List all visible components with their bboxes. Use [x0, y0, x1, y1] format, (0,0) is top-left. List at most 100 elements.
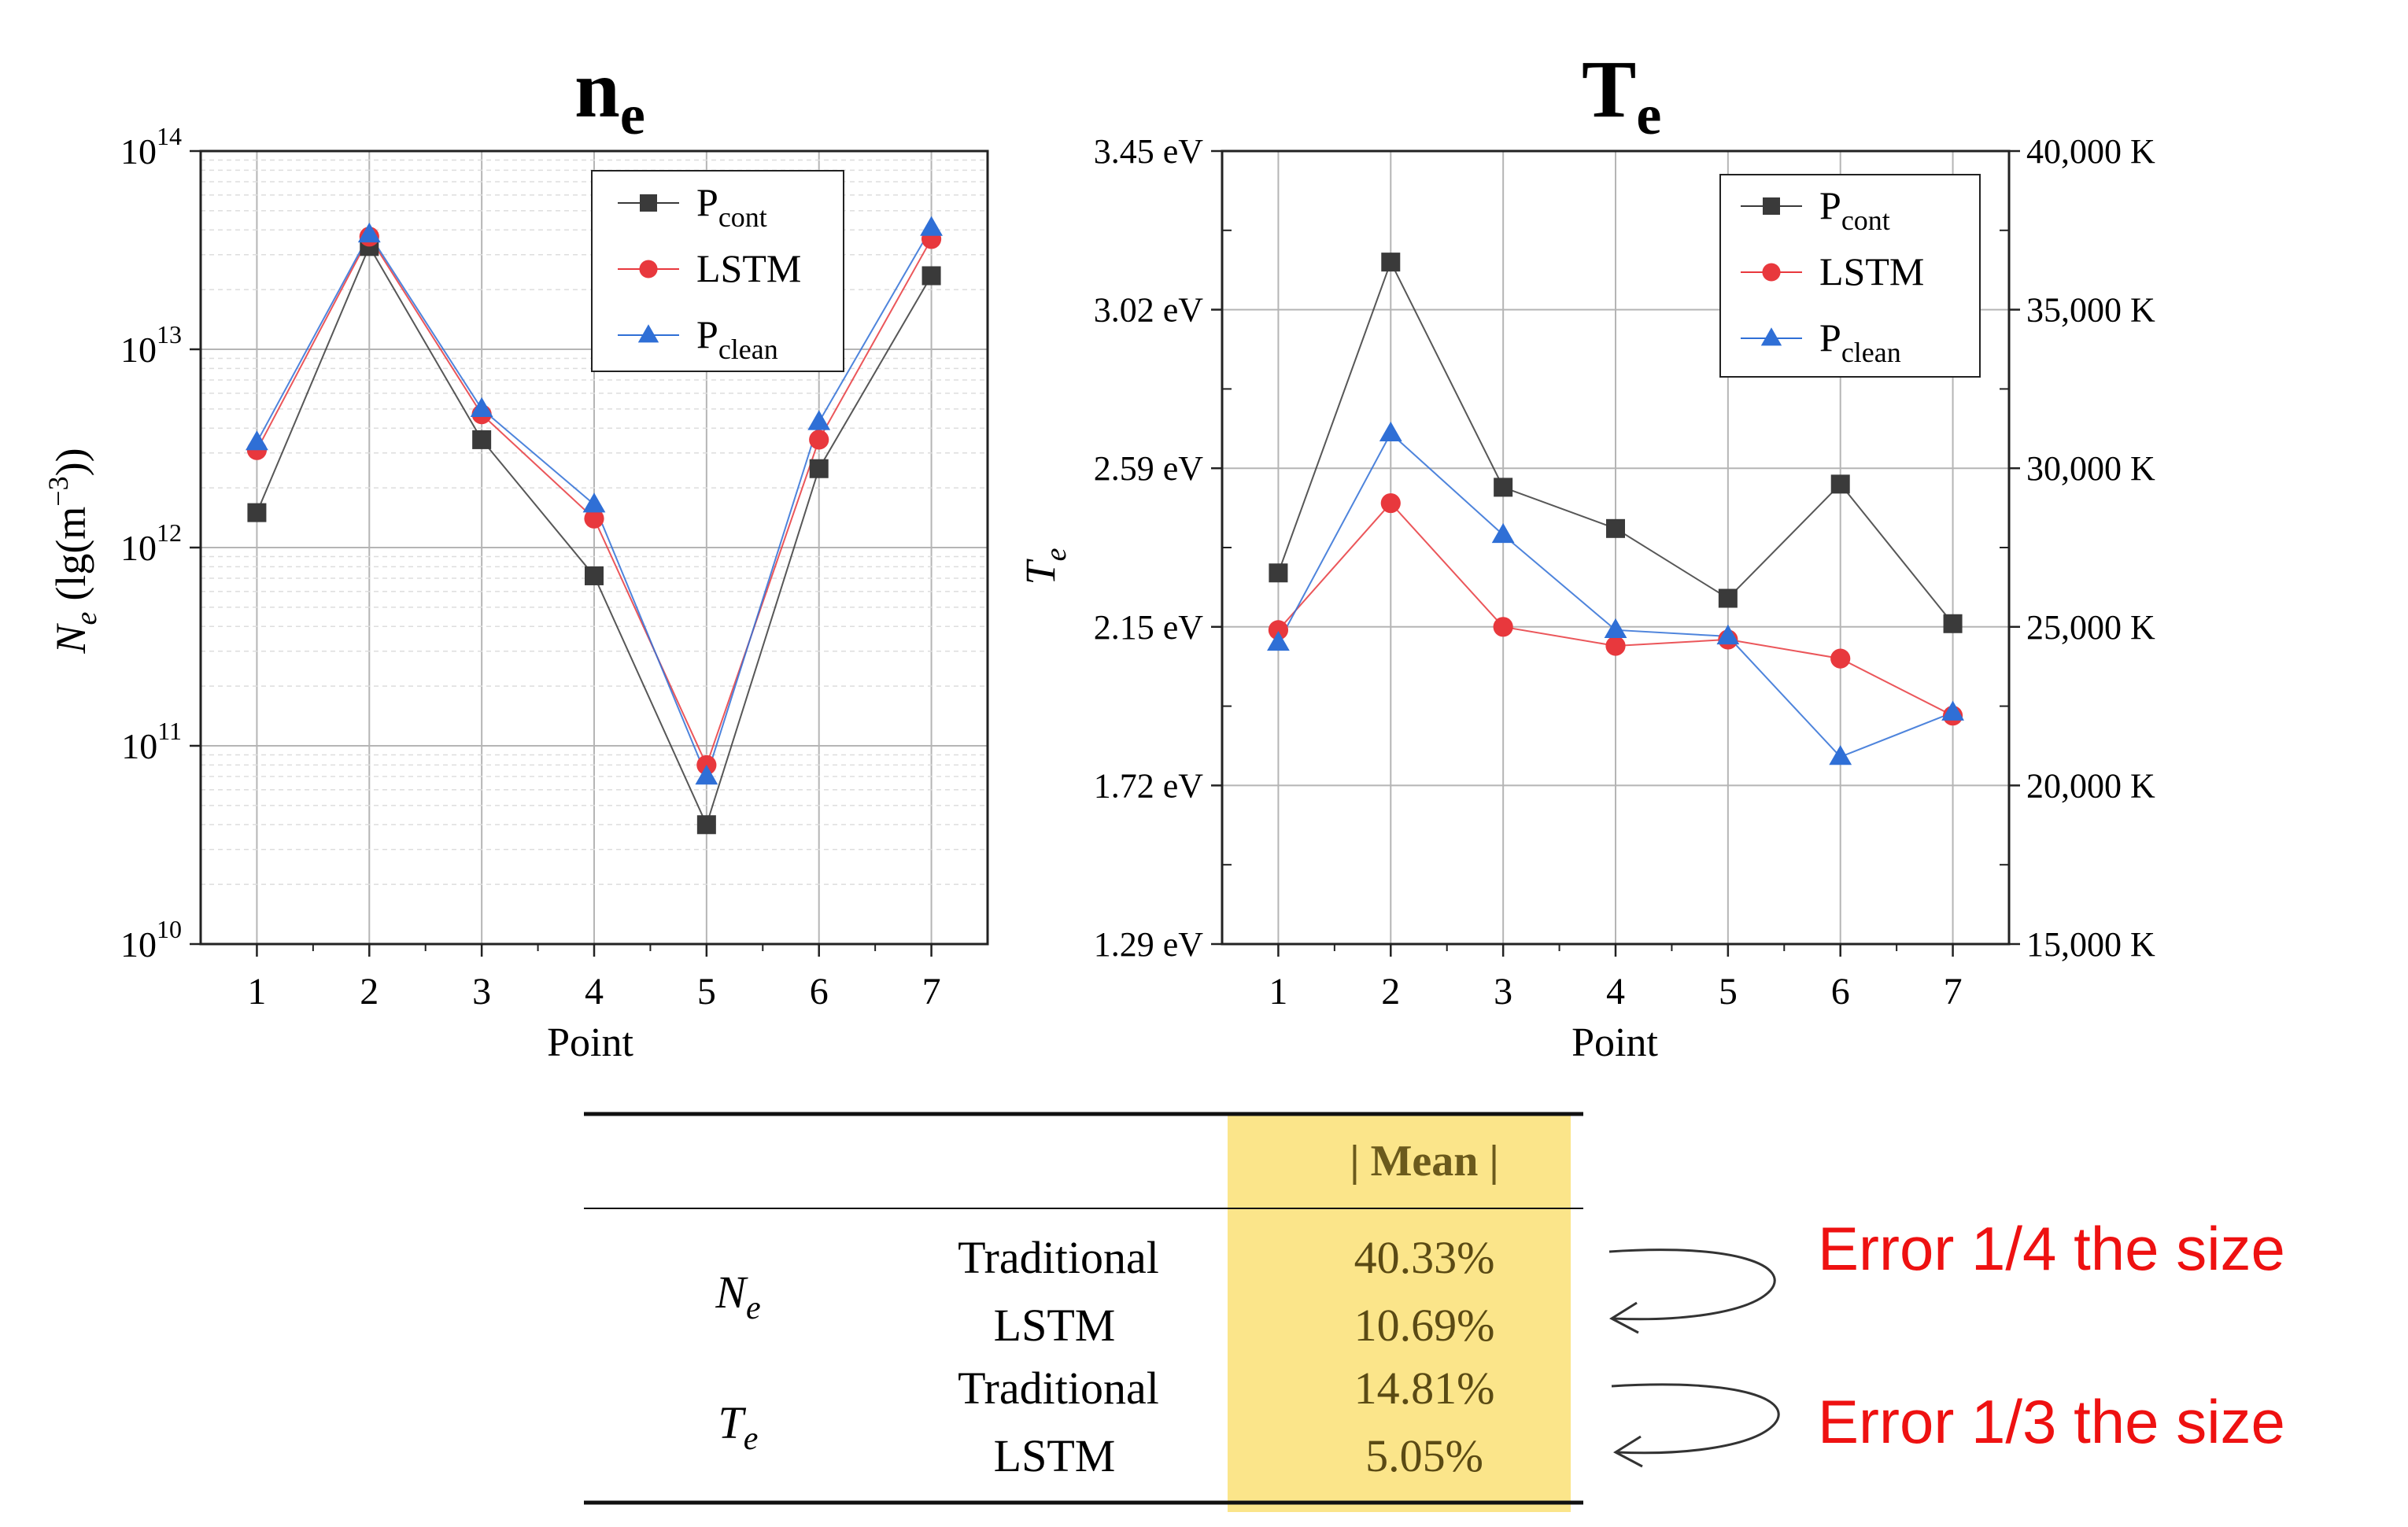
y-tick-label: 1012: [120, 518, 182, 568]
data-point: [1943, 614, 1963, 633]
table-group-label-te: Te: [718, 1397, 759, 1457]
data-point: [1606, 518, 1625, 538]
ne-chart-y-ticks: 1010 1011 1012 1013 1014: [120, 122, 201, 965]
y-tick-label-left: 2.59 eV: [1094, 449, 1204, 488]
y-tick-label-right: 20,000 K: [2026, 766, 2155, 805]
table-header-mean: | Mean |: [1350, 1137, 1499, 1186]
ne-chart-title: ne: [574, 44, 645, 146]
te-chart-title: Te: [1582, 44, 1661, 146]
te-chart-x-ticks: 1 2 3 4 5 6 7: [1269, 944, 1963, 1012]
y-tick-label-left: 1.29 eV: [1094, 925, 1204, 964]
data-point: [1718, 588, 1738, 608]
x-tick-label: 3: [472, 971, 491, 1012]
x-tick-label: 2: [1381, 971, 1400, 1012]
data-point: [247, 503, 267, 522]
data-point: [920, 216, 943, 236]
x-tick-label: 5: [697, 971, 716, 1012]
x-tick-label: 1: [1269, 971, 1287, 1012]
te-chart-x-axis-label: Point: [1571, 1020, 1658, 1065]
ne-chart-x-ticks: 1 2 3 4 5 6 7: [247, 944, 941, 1012]
data-point: [1493, 617, 1513, 637]
legend-label: Pcont: [696, 180, 767, 233]
data-point: [246, 430, 268, 451]
arrowhead-icon: [1612, 1435, 1643, 1468]
y-tick-label: 1011: [121, 717, 182, 766]
ne-chart-x-axis-label: Point: [547, 1020, 633, 1065]
curved-arrow-icon: [1611, 1383, 1780, 1455]
data-point: [1491, 522, 1515, 544]
y-tick-label-left: 2.15 eV: [1094, 608, 1204, 647]
x-tick-label: 4: [1606, 971, 1625, 1012]
y-tick-label-left: 3.45 eV: [1094, 132, 1204, 171]
data-point: [585, 566, 604, 585]
legend-marker: [640, 194, 657, 212]
ne-chart-markers: [246, 216, 943, 835]
table-group-label-ne: Ne: [715, 1267, 760, 1326]
ne-chart-y-axis-label: Ne(lg(m−3)): [42, 448, 103, 654]
annotations: Error 1/4 the size Error 1/3 the size: [1608, 1214, 2285, 1468]
x-tick-label: 6: [1831, 971, 1850, 1012]
te-chart-y-ticks-right: 15,000 K 20,000 K 25,000 K 30,000 K 35,000 K…: [2009, 132, 2155, 964]
legend-marker: [1763, 197, 1780, 215]
data-point: [582, 492, 606, 513]
table-row-value: 10.69%: [1354, 1300, 1495, 1351]
data-point: [921, 266, 941, 286]
data-point: [1604, 618, 1627, 639]
legend-marker: [1760, 327, 1782, 346]
y-tick-label: 1014: [120, 122, 182, 172]
data-point: [1268, 620, 1289, 640]
y-tick-label-right: 35,000 K: [2026, 291, 2155, 330]
data-point: [472, 430, 492, 449]
data-point: [1267, 630, 1290, 651]
legend-label: Pclean: [696, 312, 778, 365]
y-tick-label-right: 40,000 K: [2026, 132, 2155, 171]
data-point: [1605, 636, 1626, 656]
mean-column-highlight: [1228, 1114, 1571, 1512]
data-point: [1829, 745, 1852, 765]
legend-marker: [1762, 263, 1781, 282]
data-point: [584, 508, 604, 529]
table-row-method: LSTM: [994, 1430, 1116, 1481]
y-tick-label-right: 25,000 K: [2026, 608, 2155, 647]
x-tick-label: 6: [810, 971, 829, 1012]
legend-marker: [639, 260, 658, 278]
table-row-method: LSTM: [994, 1300, 1116, 1351]
error-table: | Mean | Ne Traditional 40.33% LSTM 10.6…: [584, 1112, 1583, 1512]
ne-chart: ne 1 2 3 4 5 6 7 1010 1011 1012 1013 1014 Point Ne…: [42, 44, 989, 1065]
x-tick-label: 3: [1494, 971, 1512, 1012]
table-row-value: 40.33%: [1354, 1232, 1495, 1283]
y-tick-label-right: 30,000 K: [2026, 449, 2155, 488]
data-point: [695, 765, 718, 785]
ne-chart-legend: Pcont LSTM Pclean: [591, 170, 844, 372]
data-point: [1716, 624, 1740, 645]
data-point: [357, 222, 381, 243]
legend-label: LSTM: [696, 246, 801, 290]
curved-arrow-icon: [1608, 1249, 1776, 1321]
table-row-method: Traditional: [958, 1232, 1159, 1283]
data-point: [807, 410, 831, 430]
x-tick-label: 7: [922, 971, 941, 1012]
x-tick-label: 1: [247, 971, 266, 1012]
legend-label: Pcont: [1819, 183, 1890, 236]
x-tick-label: 2: [360, 971, 379, 1012]
data-point: [1380, 492, 1401, 514]
y-tick-label: 1010: [120, 915, 182, 965]
te-chart-legend: Pcont LSTM Pclean: [1719, 174, 1981, 378]
data-point: [809, 430, 829, 450]
table-row-method: Traditional: [958, 1363, 1159, 1414]
y-tick-label-left: 3.02 eV: [1094, 291, 1204, 330]
y-tick-label-left: 1.72 eV: [1094, 766, 1204, 805]
annotation-error-te: Error 1/3 the size: [1818, 1387, 2285, 1456]
legend-marker: [637, 324, 659, 343]
x-tick-label: 7: [1944, 971, 1963, 1012]
te-chart-y-axis-label: Te: [1017, 548, 1073, 585]
annotation-error-ne: Error 1/4 the size: [1818, 1214, 2285, 1283]
data-point: [1830, 474, 1850, 494]
data-point: [1381, 253, 1401, 272]
legend-label: LSTM: [1819, 249, 1924, 293]
te-chart-y-ticks-left: 1.29 eV 1.72 eV 2.15 eV 2.59 eV 3.02 eV 3.45 …: [1094, 132, 1222, 964]
y-tick-label: 1013: [120, 320, 182, 370]
data-point: [1269, 563, 1288, 583]
data-point: [696, 815, 716, 835]
